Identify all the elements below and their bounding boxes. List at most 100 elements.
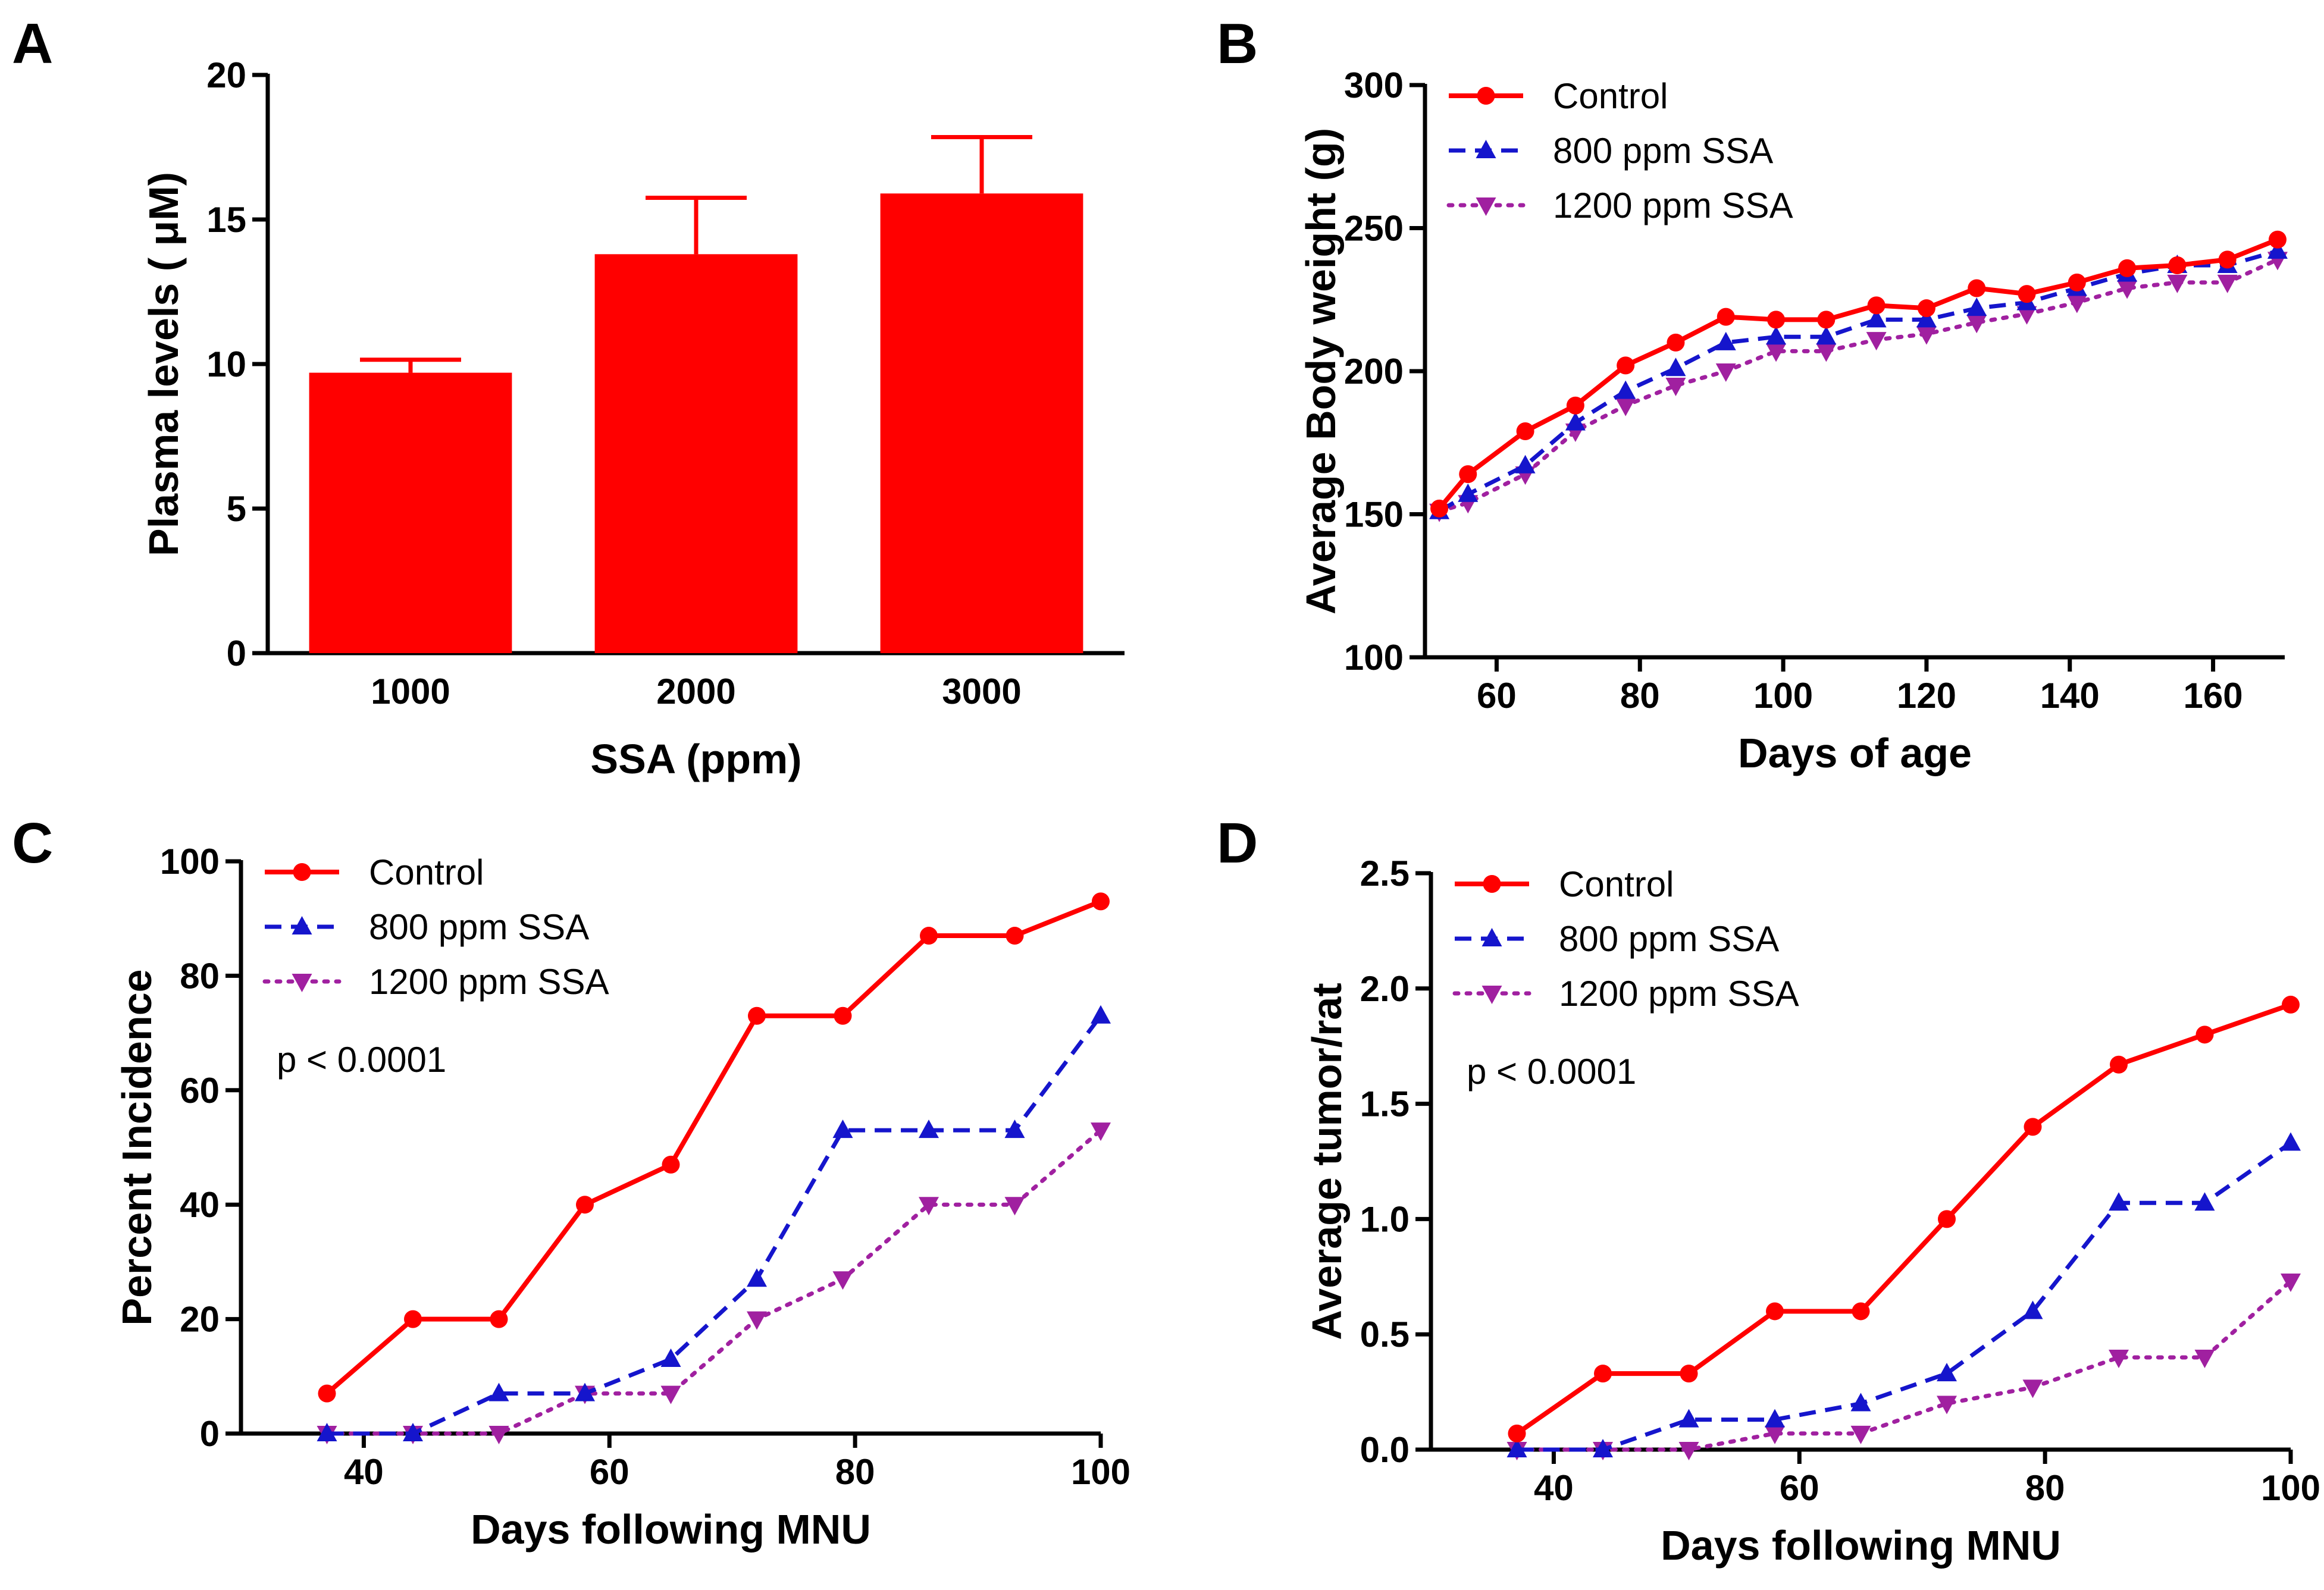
- data-point: [403, 1423, 423, 1441]
- x-tick-label: 60: [590, 1452, 629, 1492]
- y-tick-label: 40: [180, 1185, 220, 1225]
- legend: Control 800 ppm SSA 1200 ppm SSA: [262, 852, 609, 1002]
- panel-letter: C: [12, 811, 53, 875]
- x-tick-label: 100: [1753, 676, 1813, 716]
- data-point: [1850, 1393, 1871, 1412]
- data-point: [1091, 1005, 1111, 1024]
- data-point: [317, 1423, 337, 1441]
- data-point: [2018, 285, 2036, 303]
- series-line: [1437, 257, 2280, 514]
- x-axis-title: Days following MNU: [1661, 1522, 2061, 1569]
- data-point: [1615, 380, 1636, 399]
- x-tick-label: 3000: [942, 672, 1021, 711]
- series-line: [1515, 1002, 2292, 1436]
- x-tick-label: 80: [835, 1452, 875, 1492]
- data-point: [660, 1385, 681, 1404]
- data-point: [1515, 454, 1536, 473]
- y-axis-title: Average Body weight (g): [1298, 128, 1344, 614]
- data-point: [318, 1384, 336, 1403]
- data-point: [1516, 422, 1534, 441]
- series-800-ppm-ssa: [317, 1005, 1111, 1441]
- x-tick-label: 120: [1897, 676, 1956, 716]
- data-point: [1816, 326, 1837, 345]
- data-point: [1593, 1439, 1613, 1457]
- data-point: [1004, 1119, 1025, 1139]
- data-point: [1667, 333, 1685, 352]
- data-point: [747, 1268, 767, 1287]
- data-point: [660, 1348, 681, 1367]
- data-point: [2022, 1300, 2043, 1319]
- data-point: [1850, 1425, 1871, 1444]
- y-tick-label: 60: [180, 1071, 220, 1111]
- data-point: [2110, 1055, 2128, 1074]
- data-point: [1916, 326, 1937, 345]
- data-point: [1917, 299, 1935, 318]
- series-1200-ppm-ssa: [1506, 1274, 2301, 1460]
- series-800-ppm-ssa: [1506, 1132, 2301, 1457]
- data-point: [1968, 279, 1986, 297]
- y-tick-label: 0.5: [1360, 1315, 1410, 1354]
- y-tick-label: 15: [206, 200, 246, 240]
- series-line: [1438, 249, 2278, 513]
- data-point: [1765, 1425, 1785, 1444]
- x-tick-label: 40: [344, 1452, 384, 1492]
- data-point: [2267, 240, 2288, 259]
- legend: Control 800 ppm SSA 1200 ppm SSA: [1452, 864, 1799, 1014]
- y-tick-label: 100: [1344, 638, 1404, 678]
- x-tick-label: 160: [2184, 676, 2243, 716]
- data-point: [2109, 1349, 2129, 1368]
- legend-label: 800 ppm SSA: [1559, 919, 1779, 959]
- y-tick-label: 80: [180, 956, 220, 996]
- data-point: [1091, 1122, 1111, 1141]
- data-point: [1766, 326, 1787, 345]
- data-point: [2066, 294, 2087, 313]
- data-point: [2024, 1118, 2042, 1136]
- x-tick-label: 100: [1071, 1452, 1130, 1492]
- series-1200-ppm-ssa: [1429, 252, 2288, 522]
- data-point: [747, 1311, 767, 1330]
- x-tick-label: 80: [1620, 676, 1660, 716]
- series-1200-ppm-ssa: [317, 1122, 1111, 1444]
- legend-marker: [1477, 87, 1495, 105]
- data-point: [834, 1006, 852, 1025]
- data-point: [1938, 1210, 1956, 1228]
- data-point: [2068, 273, 2086, 291]
- y-tick-label: 20: [180, 1300, 220, 1340]
- x-tick-label: 1000: [371, 672, 450, 711]
- data-point: [1678, 1442, 1699, 1460]
- data-point: [1866, 332, 1887, 351]
- legend-label: Control: [1559, 864, 1674, 904]
- y-tick-label: 1.5: [1360, 1084, 1410, 1124]
- x-axis-title: Days of age: [1738, 730, 1972, 776]
- x-tick-label: 80: [2025, 1468, 2065, 1508]
- y-tick-label: 20: [206, 55, 246, 95]
- y-tick-label: 250: [1344, 209, 1404, 249]
- bar: [880, 193, 1083, 653]
- data-point: [1617, 356, 1635, 375]
- data-point: [2194, 1192, 2215, 1211]
- y-tick-label: 1.0: [1360, 1199, 1410, 1239]
- legend-marker: [1476, 140, 1496, 158]
- data-point: [1092, 892, 1110, 911]
- legend-marker: [1482, 986, 1502, 1004]
- data-point: [1566, 396, 1584, 415]
- data-point: [1767, 311, 1786, 329]
- data-point: [404, 1310, 422, 1328]
- data-point: [1765, 1409, 1785, 1428]
- data-point: [575, 1382, 595, 1401]
- data-point: [1680, 1365, 1698, 1383]
- bar: [594, 254, 798, 653]
- data-point: [1615, 397, 1636, 416]
- legend-label: 800 ppm SSA: [1553, 131, 1773, 171]
- panel-a: A 0 5 10 15 20 Plasma levels ( μM) 1000 2000 3000…: [12, 12, 1125, 782]
- data-point: [490, 1310, 508, 1328]
- data-point: [1506, 1439, 1527, 1457]
- y-tick-label: 300: [1344, 65, 1404, 105]
- data-point: [1937, 1395, 1957, 1415]
- y-tick-label: 150: [1344, 495, 1404, 535]
- data-point: [1866, 309, 1887, 328]
- data-point: [2109, 1192, 2129, 1211]
- y-tick-label: 10: [206, 344, 246, 384]
- legend-marker: [292, 916, 312, 934]
